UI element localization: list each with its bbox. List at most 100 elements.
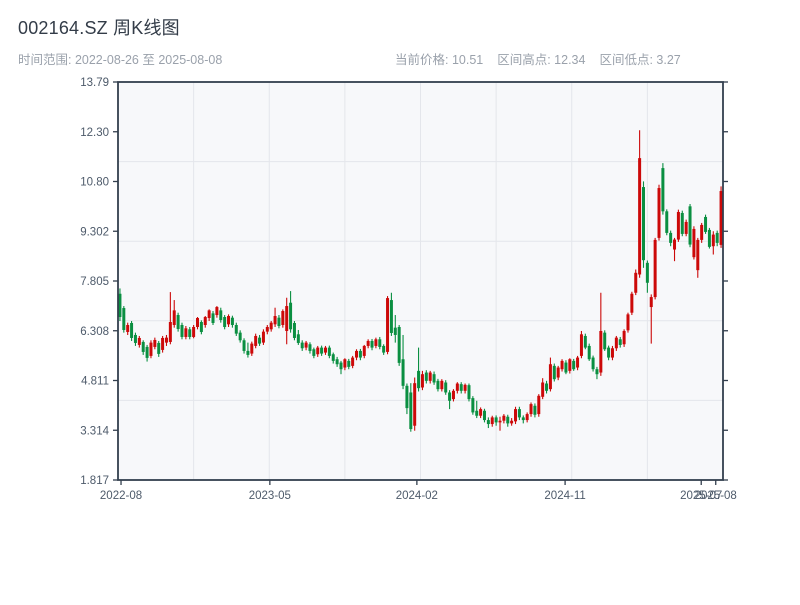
range-low-stat: 区间低点: 3.27 — [599, 53, 681, 67]
candle-up — [281, 311, 285, 325]
candle-up — [164, 337, 168, 343]
candle-down — [669, 232, 673, 243]
candle-up — [420, 374, 424, 388]
candle-up — [362, 345, 366, 356]
candle-down — [665, 211, 669, 233]
candle-up — [351, 357, 355, 366]
candle-up — [502, 415, 506, 421]
candle-down — [641, 187, 645, 261]
candle-down — [409, 392, 413, 430]
candle-up — [265, 326, 269, 332]
candle-down — [715, 232, 719, 243]
candle-down — [258, 337, 262, 344]
candle-down — [199, 322, 203, 332]
candle-down — [230, 317, 234, 325]
candle-up — [614, 337, 618, 349]
candle-up — [622, 330, 626, 345]
candle-up — [514, 409, 518, 422]
candle-up — [711, 234, 715, 247]
candle-up — [168, 322, 172, 342]
candle-up — [203, 317, 207, 325]
candle-up — [700, 224, 704, 240]
candle-up — [490, 417, 494, 425]
candle-up — [161, 337, 165, 350]
candle-down — [471, 398, 475, 413]
candle-down — [603, 332, 607, 350]
candle-down — [188, 329, 192, 337]
candle-up — [676, 211, 680, 240]
candle-down — [133, 334, 137, 343]
candle-down — [389, 300, 393, 333]
candle-down — [688, 206, 692, 245]
price-stats: 当前价格: 10.51 区间高点: 12.34 区间低点: 3.27 — [395, 49, 681, 68]
candle-down — [583, 335, 587, 348]
candle-up — [261, 331, 265, 343]
candle-up — [250, 343, 254, 354]
candle-down — [320, 347, 324, 354]
candle-up — [719, 191, 723, 245]
candle-down — [417, 370, 421, 389]
candle-down — [277, 317, 281, 326]
candle-down — [312, 349, 316, 356]
y-tick-label: 1.817 — [80, 475, 109, 487]
candle-up — [172, 310, 176, 325]
candle-down — [591, 357, 595, 370]
candle-up — [227, 316, 231, 325]
x-tick-label: 2024-11 — [544, 490, 585, 502]
candle-down — [308, 344, 312, 351]
candle-down — [130, 323, 134, 338]
candle-up — [137, 337, 141, 345]
candle-up — [541, 382, 545, 397]
candle-up — [599, 330, 603, 373]
candle-up — [479, 409, 483, 416]
x-tick-label: 2024-02 — [396, 490, 438, 502]
candle-down — [482, 410, 486, 421]
candle-down — [704, 216, 708, 232]
candle-up — [610, 348, 614, 358]
candle-down — [246, 350, 250, 355]
candle-down — [607, 347, 611, 358]
y-tick-label: 10.80 — [80, 177, 109, 189]
candle-up — [455, 383, 459, 391]
candle-up — [126, 324, 130, 332]
candle-up — [316, 347, 320, 355]
candle-down — [533, 405, 537, 415]
candle-up — [207, 310, 211, 319]
candle-down — [459, 384, 463, 391]
candle-down — [564, 362, 568, 373]
candle-up — [576, 357, 580, 368]
candle-down — [180, 324, 184, 337]
candle-up — [451, 390, 455, 400]
candle-down — [335, 359, 339, 365]
candle-up — [626, 314, 630, 331]
candle-up — [649, 297, 653, 308]
candle-up — [638, 158, 642, 275]
candle-up — [374, 339, 378, 346]
candle-down — [436, 380, 440, 390]
candle-down — [618, 339, 622, 345]
candle-down — [347, 360, 351, 367]
x-tick-label: 2025-07 — [680, 490, 722, 502]
candle-down — [707, 229, 711, 247]
y-tick-label: 4.811 — [81, 376, 109, 388]
x-tick-label: 2022-08 — [100, 490, 142, 502]
candle-down — [370, 340, 374, 348]
candle-up — [254, 335, 258, 346]
current-price-stat: 当前价格: 10.51 — [395, 53, 484, 67]
candle-up — [285, 306, 289, 331]
candle-down — [118, 293, 122, 318]
y-tick-label: 9.302 — [80, 226, 109, 238]
candle-up — [413, 383, 417, 426]
candle-up — [653, 239, 657, 298]
candle-down — [122, 308, 126, 330]
candle-down — [517, 409, 521, 418]
candle-down — [289, 302, 293, 330]
y-tick-label: 3.314 — [80, 425, 109, 437]
candle-up — [149, 342, 153, 356]
candle-up — [692, 228, 696, 258]
candle-down — [506, 416, 510, 424]
candle-up — [428, 372, 432, 381]
candle-down — [393, 327, 397, 335]
candle-down — [661, 168, 665, 212]
